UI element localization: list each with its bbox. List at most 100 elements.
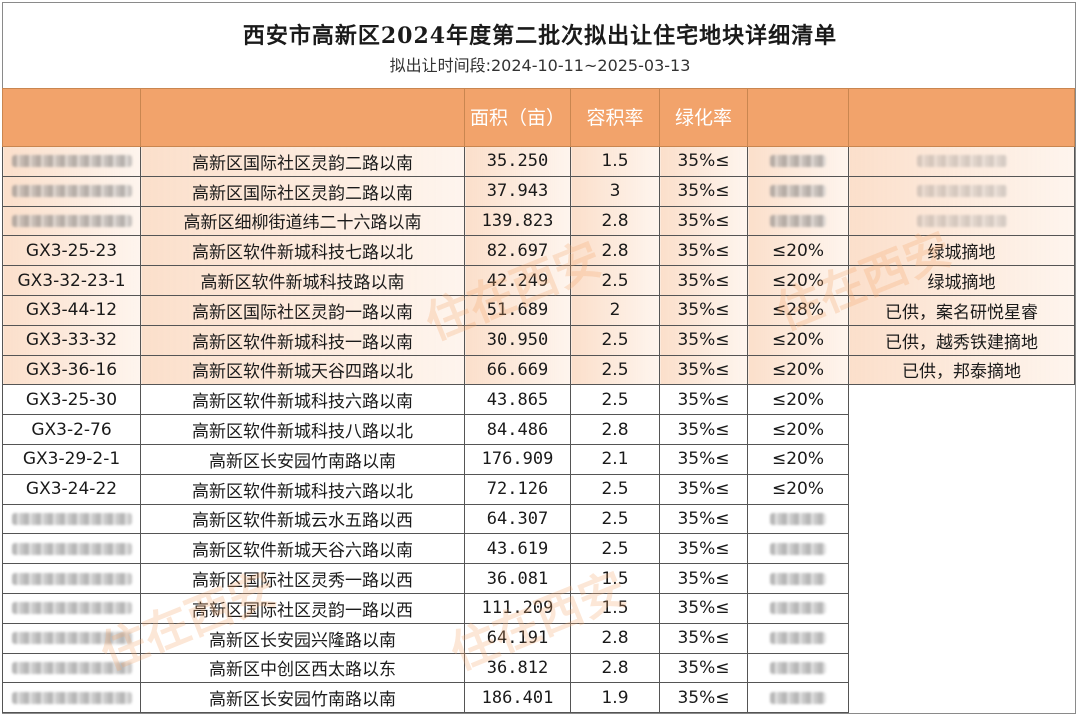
redacted-code	[11, 661, 132, 674]
cell-green: 35%≤	[659, 354, 748, 386]
cell-note: 已供，越秀铁建摘地	[848, 324, 1075, 356]
cell-note: 绿城摘地	[848, 235, 1075, 267]
cell-area: 66.669	[464, 354, 571, 386]
cell-area: 51.689	[464, 294, 571, 326]
cell-location: 高新区国际社区灵韵一路以西	[140, 592, 465, 624]
redacted-code	[11, 512, 132, 525]
cell-code	[2, 503, 141, 535]
cell-location: 高新区软件新城科技路以南	[140, 265, 465, 296]
cell-green: 35%≤	[659, 324, 748, 356]
cell-note	[848, 384, 1075, 415]
cell-note	[848, 175, 1075, 207]
cell-density: ≤20%	[747, 443, 849, 475]
redacted-note	[916, 214, 1007, 227]
cell-code: GX3-44-12	[2, 294, 141, 326]
cell-location: 高新区长安园兴隆路以南	[140, 622, 465, 654]
table-row: 高新区软件新城天谷六路以南 43.619 2.5 35%≤	[2, 533, 1075, 565]
cell-note	[848, 623, 1075, 654]
table-row: GX3-33-32 高新区软件新城科技一路以南 30.950 2.5 35%≤ ≤20% 已…	[2, 324, 1075, 356]
cell-note: 已供，邦泰摘地	[848, 354, 1075, 386]
cell-density: ≤20%	[747, 235, 849, 267]
table-header-row: 面积（亩） 容积率 绿化率	[2, 88, 1075, 147]
redacted-code	[11, 691, 132, 704]
cell-code: GX3-25-30	[2, 384, 141, 416]
cell-location: 高新区软件新城天谷六路以南	[140, 533, 465, 565]
cell-note: 绿城摘地	[848, 265, 1075, 296]
redacted-density	[770, 542, 826, 555]
table-row: GX3-25-30 高新区软件新城科技六路以南 43.865 2.5 35%≤ ≤20%	[2, 384, 1075, 416]
cell-green: 35%≤	[659, 652, 748, 684]
header-area: 面积（亩）	[464, 88, 571, 147]
table-row: 高新区长安园兴隆路以南 64.191 2.8 35%≤	[2, 622, 1075, 654]
cell-area: 176.909	[464, 443, 571, 475]
cell-green: 35%≤	[659, 294, 748, 326]
cell-far: 2.5	[570, 533, 660, 565]
redacted-density	[770, 602, 826, 615]
cell-location: 高新区国际社区灵韵一路以南	[140, 294, 465, 326]
table-row: 高新区国际社区灵韵二路以南 35.250 1.5 35%≤	[2, 146, 1075, 177]
cell-far: 2.5	[570, 384, 660, 416]
cell-location: 高新区软件新城科技七路以北	[140, 235, 465, 267]
cell-far: 1.9	[570, 682, 660, 714]
land-parcel-table: 面积（亩） 容积率 绿化率 高新区国际社区灵韵二路以南 35.250 1.5 35%≤…	[2, 88, 1075, 714]
cell-code	[2, 175, 141, 207]
cell-code	[2, 652, 141, 684]
table-row: GX3-2-76 高新区软件新城科技八路以北 84.486 2.8 35%≤ ≤20%	[2, 414, 1075, 445]
redacted-code	[11, 155, 132, 168]
page-subtitle: 拟出让时间段:2024-10-11~2025-03-13	[389, 56, 691, 75]
cell-density: ≤20%	[747, 324, 849, 356]
cell-location: 高新区中创区西太路以东	[140, 652, 465, 684]
cell-density: ≤20%	[747, 384, 849, 416]
cell-location: 高新区软件新城科技六路以北	[140, 473, 465, 505]
cell-density	[747, 175, 849, 207]
redacted-density	[770, 155, 826, 168]
cell-density: ≤20%	[747, 265, 849, 296]
page-title: 西安市高新区2024年度第二批次拟出让住宅地块详细清单	[242, 23, 838, 49]
cell-location: 高新区国际社区灵秀一路以西	[140, 563, 465, 594]
cell-area: 30.950	[464, 324, 571, 356]
cell-area: 64.307	[464, 503, 571, 535]
cell-code	[2, 205, 141, 237]
redacted-code	[11, 542, 132, 555]
cell-green: 35%≤	[659, 563, 748, 594]
cell-location: 高新区长安园竹南路以南	[140, 682, 465, 714]
cell-location: 高新区国际社区灵韵二路以南	[140, 146, 465, 177]
cell-area: 139.823	[464, 205, 571, 237]
cell-green: 35%≤	[659, 592, 748, 624]
table-row: GX3-44-12 高新区国际社区灵韵一路以南 51.689 2 35%≤ ≤28% 已供，…	[2, 294, 1075, 326]
cell-far: 2	[570, 294, 660, 326]
cell-note	[848, 593, 1075, 624]
table-row: 高新区国际社区灵韵一路以西 111.209 1.5 35%≤	[2, 592, 1075, 624]
cell-density	[747, 563, 849, 594]
cell-far: 1.5	[570, 146, 660, 177]
redacted-note	[916, 185, 1007, 198]
cell-area: 82.697	[464, 235, 571, 267]
cell-code: GX3-33-32	[2, 324, 141, 356]
cell-density	[747, 622, 849, 654]
redacted-code	[11, 602, 132, 615]
redacted-density	[770, 661, 826, 674]
header-location	[140, 88, 465, 147]
cell-location: 高新区国际社区灵韵二路以南	[140, 175, 465, 207]
cell-note	[848, 146, 1075, 177]
table-row: GX3-29-2-1 高新区长安园竹南路以南 176.909 2.1 35%≤ ≤20%	[2, 443, 1075, 475]
cell-note: 已供，案名研悦星睿	[848, 294, 1075, 326]
cell-area: 43.865	[464, 384, 571, 416]
cell-far: 2.8	[570, 652, 660, 684]
cell-code	[2, 592, 141, 624]
cell-green: 35%≤	[659, 503, 748, 535]
cell-green: 35%≤	[659, 175, 748, 207]
cell-area: 35.250	[464, 146, 571, 177]
cell-note	[848, 563, 1075, 594]
cell-note	[848, 533, 1075, 564]
cell-density	[747, 503, 849, 535]
cell-code: GX3-2-76	[2, 414, 141, 445]
cell-area: 64.191	[464, 622, 571, 654]
cell-green: 35%≤	[659, 443, 748, 475]
cell-density	[747, 146, 849, 177]
header-note	[848, 88, 1075, 147]
table-row: GX3-25-23 高新区软件新城科技七路以北 82.697 2.8 35%≤ ≤20% 绿…	[2, 235, 1075, 267]
cell-area: 36.081	[464, 563, 571, 594]
cell-location: 高新区软件新城天谷四路以北	[140, 354, 465, 386]
redacted-density	[770, 512, 826, 525]
